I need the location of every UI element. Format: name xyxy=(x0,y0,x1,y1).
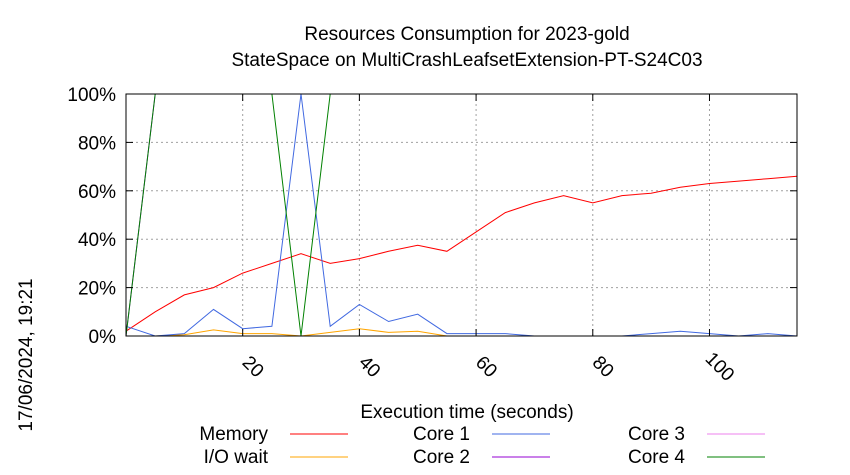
series-line-memory xyxy=(125,175,798,332)
legend-label-i-o-wait: I/O wait xyxy=(204,447,269,468)
series-line-core-1 xyxy=(125,93,798,337)
legend-label-memory: Memory xyxy=(199,424,268,445)
y-tick-label: 20% xyxy=(78,279,116,300)
legend-label-core-1: Core 1 xyxy=(413,424,470,445)
series-line-core-4 xyxy=(125,93,797,337)
series-line-i-o-wait xyxy=(126,328,797,337)
y-tick-label: 100% xyxy=(67,85,116,106)
plot-frame xyxy=(125,93,798,337)
timestamp-label: 17/06/2024, 19:21 xyxy=(16,278,37,431)
chart-title: Resources Consumption for 2023-gold xyxy=(304,24,629,45)
y-tick-label: 40% xyxy=(78,230,116,251)
legend-label-core-3: Core 3 xyxy=(628,424,685,445)
x-tick-labels: 20 40 60 80 100 xyxy=(238,348,738,385)
legend-label-core-2: Core 2 xyxy=(413,447,470,468)
legend-label-core-4: Core 4 xyxy=(628,447,685,468)
y-tick-label: 0% xyxy=(89,327,117,348)
x-tick-label: 100 xyxy=(701,348,738,385)
chart-subtitle: StateSpace on MultiCrashLeafsetExtension… xyxy=(231,50,702,71)
x-tick-label: 20 xyxy=(238,352,268,382)
axis-ticks xyxy=(126,93,797,337)
x-tick-label: 60 xyxy=(471,352,501,382)
grid-lines xyxy=(126,94,797,336)
y-tick-label: 80% xyxy=(78,133,116,154)
series-line-core-2 xyxy=(125,93,797,337)
x-tick-label: 40 xyxy=(354,352,384,382)
y-tick-labels: 0% 20% 40% 60% 80% 100% xyxy=(67,85,116,348)
series-layer xyxy=(125,93,798,337)
x-tick-label: 80 xyxy=(588,352,618,382)
x-axis-label: Execution time (seconds) xyxy=(360,402,573,423)
y-tick-label: 60% xyxy=(78,182,116,203)
